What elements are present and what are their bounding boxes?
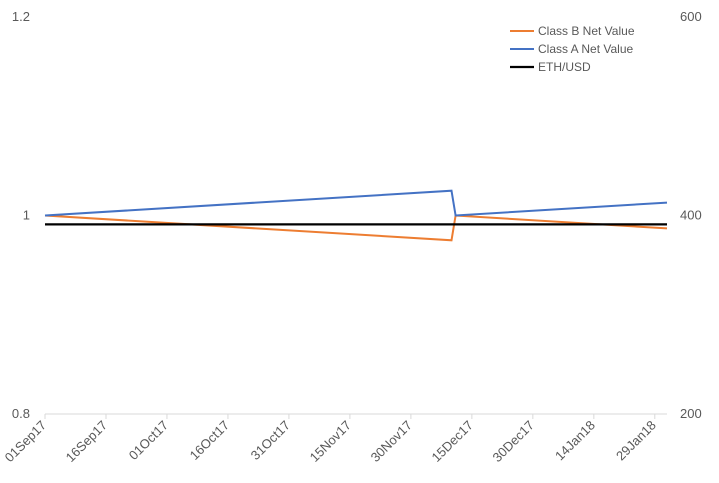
legend-label: Class B Net Value: [538, 24, 635, 38]
x-tick-label: 16Oct17: [187, 418, 232, 463]
x-tick-label: 15Dec17: [429, 418, 476, 465]
x-tick-label: 01Oct17: [126, 418, 171, 463]
plot-area: [44, 189, 668, 242]
y-right-tick-label: 200: [680, 406, 702, 421]
x-tick-label: 30Nov17: [368, 418, 415, 465]
x-tick-label: 30Dec17: [490, 418, 537, 465]
y-left-tick-label: 0.8: [12, 406, 30, 421]
x-tick-label: 29Jan18: [613, 418, 659, 464]
y-left-tick-label: 1.2: [12, 9, 30, 24]
y-right-tick-label: 600: [680, 9, 702, 24]
series-line-class-a-net-value: [44, 189, 668, 217]
legend-label: ETH/USD: [538, 60, 591, 74]
x-tick-label: 16Sep17: [63, 418, 110, 465]
legend-label: Class A Net Value: [538, 42, 633, 56]
legend: Class B Net Value Class A Net Value ETH/US…: [510, 24, 635, 74]
x-tick-label: 31Oct17: [248, 418, 293, 463]
y-left-tick-label: 1: [23, 208, 30, 223]
axes: 01Sep17 16Sep17 01Oct17 16Oct17 31Oct17 15Nov…: [2, 9, 702, 465]
x-tick-label: 14Jan18: [552, 418, 598, 464]
y-right-tick-label: 400: [680, 208, 702, 223]
x-tick-label: 01Sep17: [2, 418, 49, 465]
series-line-class-b-net-value: [44, 214, 668, 242]
x-tick-label: 15Nov17: [307, 418, 354, 465]
